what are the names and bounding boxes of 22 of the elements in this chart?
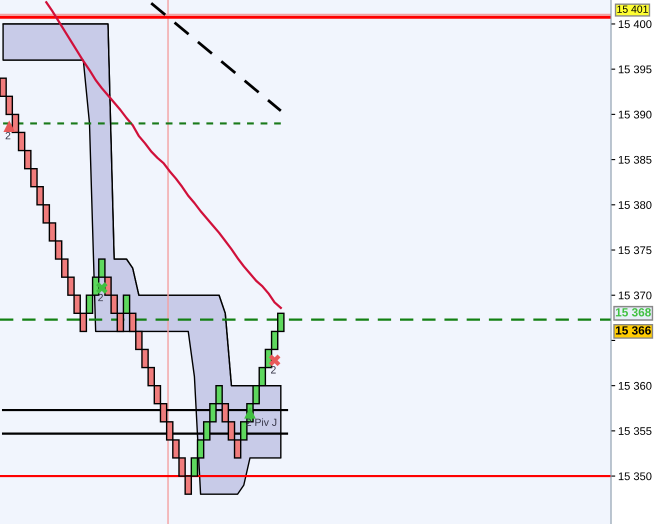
point [96,282,108,294]
line-series [45,1,282,309]
y-tick-label: 15 355 [618,427,652,435]
point [3,120,16,132]
annotation: 15 366 [616,326,651,335]
y-tick-label: 15 400 [618,20,652,28]
ref-line-label: 15 401 [617,5,648,13]
annotation: 2 [98,294,103,302]
y-tick-label: 15 350 [618,472,652,480]
y-tick-label: 15 390 [618,110,652,119]
y-tick-label: 15 385 [618,156,652,164]
annotation: 15 368 [616,308,651,316]
annotation: 2 [6,132,10,140]
y-tick-label: 15 380 [618,201,652,209]
point [268,354,280,366]
y-tick-label: 15 370 [618,292,652,300]
y-tick-label: 15 375 [618,246,652,254]
annotation: 2 Piv J [246,418,276,426]
point [244,406,256,419]
annotation: 2 [271,366,276,374]
y-tick-label: 15 395 [618,65,652,74]
y-tick-label: 15 360 [618,382,652,390]
